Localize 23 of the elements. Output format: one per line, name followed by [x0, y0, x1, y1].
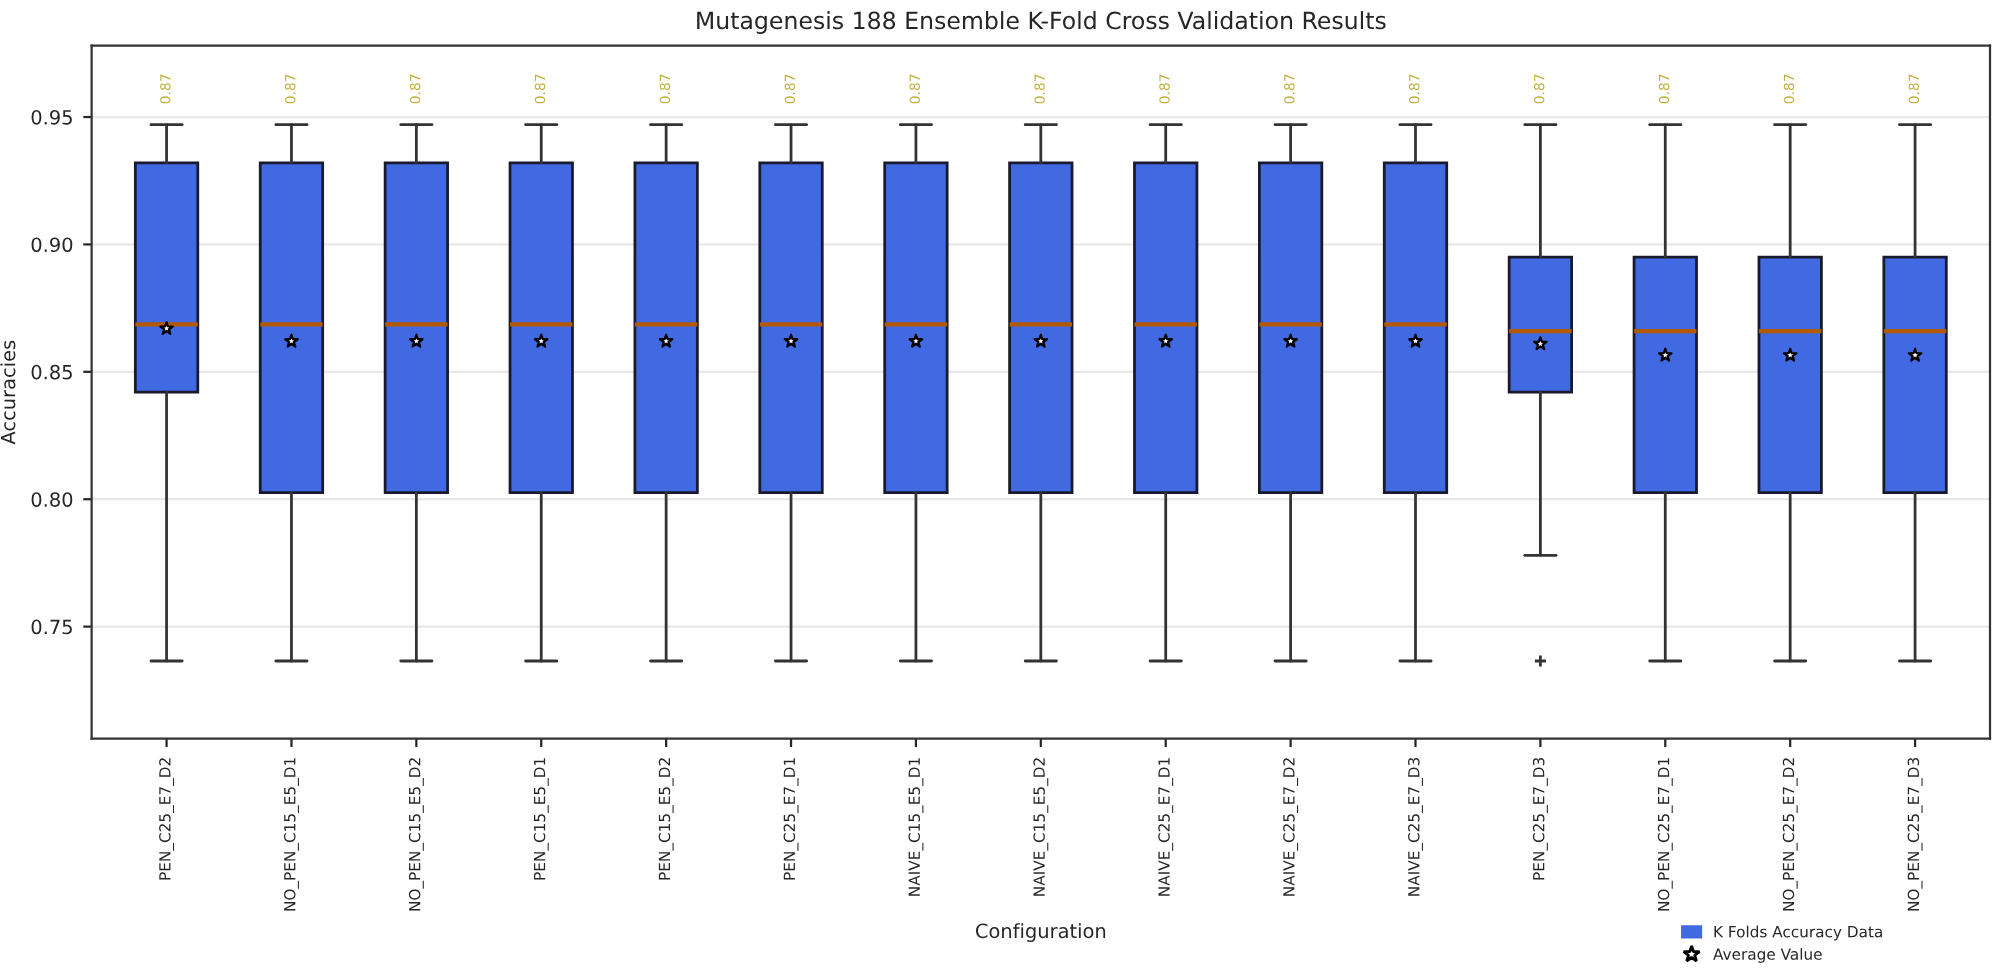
point — [1408, 333, 1423, 348]
point — [284, 333, 299, 348]
y-tick-label: 0.80 — [31, 492, 73, 507]
x-axis-title: Configuration — [975, 923, 1106, 942]
point — [1907, 347, 1923, 362]
point — [908, 333, 924, 348]
point — [1533, 336, 1548, 351]
point — [1033, 333, 1049, 348]
point — [409, 333, 424, 348]
point — [783, 333, 799, 348]
point — [1782, 347, 1798, 362]
y-tick-label: 0.90 — [31, 237, 73, 253]
point — [159, 320, 174, 335]
point — [533, 333, 549, 348]
y-tick-label: 0.85 — [31, 364, 72, 380]
y-tick-label: 0.75 — [31, 619, 72, 635]
chart-title: Mutagenesis 188 Ensemble K-Fold Cross Validation Results — [697, 11, 1386, 34]
point — [1158, 333, 1174, 348]
y-tick-label: 0.95 — [31, 109, 72, 125]
point — [1657, 347, 1673, 362]
y-axis-title: Accuracies — [0, 340, 16, 445]
point — [658, 333, 674, 348]
point — [1283, 333, 1298, 348]
